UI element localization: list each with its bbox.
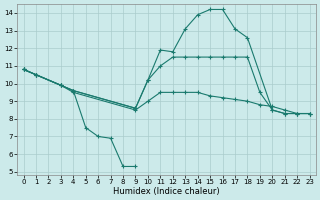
- X-axis label: Humidex (Indice chaleur): Humidex (Indice chaleur): [113, 187, 220, 196]
